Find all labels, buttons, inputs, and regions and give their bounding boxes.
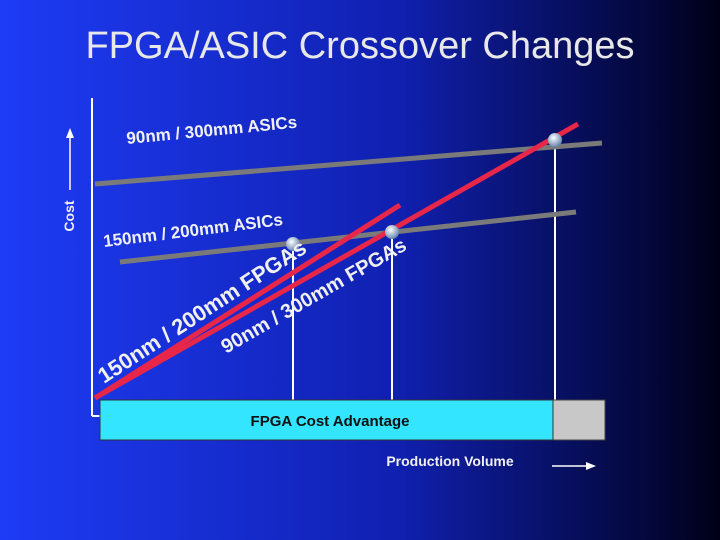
y-axis-label: Cost <box>61 200 77 231</box>
advantage-box <box>99 399 554 441</box>
asic-line-90nm <box>94 140 603 187</box>
crossover-point <box>286 237 300 251</box>
fpga-line-150nm <box>93 202 402 401</box>
y-arrow-head <box>66 128 74 138</box>
crossover-point <box>548 133 562 147</box>
gray-box <box>552 399 606 441</box>
x-arrow-head <box>586 462 596 470</box>
title: FPGA/ASIC Crossover Changes <box>85 25 634 67</box>
crossover-point <box>385 225 399 239</box>
fpga-line-90nm <box>93 121 580 401</box>
x-axis-label: Production Volume <box>386 453 514 469</box>
advantage-label: FPGA Cost Advantage <box>251 413 410 430</box>
